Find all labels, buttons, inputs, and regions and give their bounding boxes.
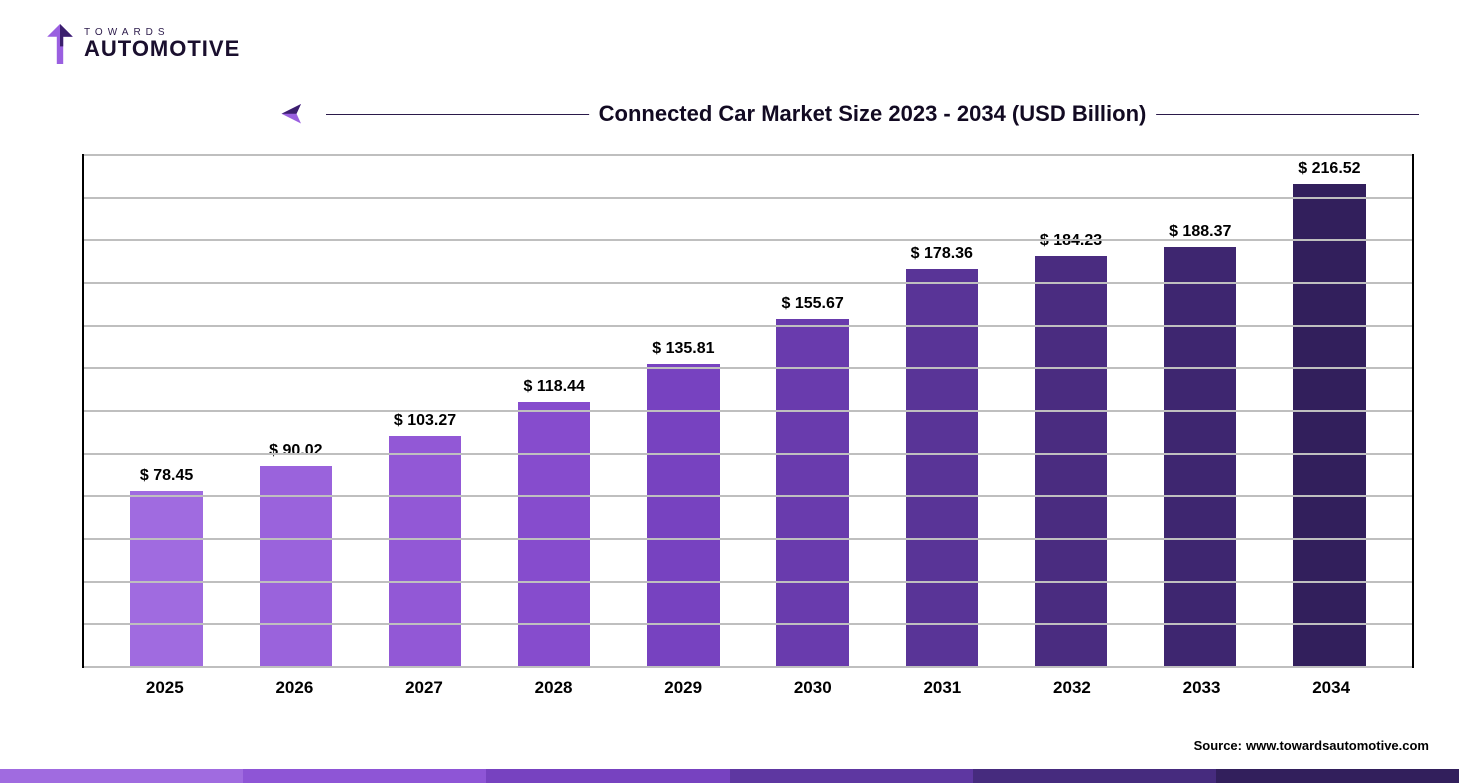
bar: $ 178.36 [906,269,978,666]
gridline [84,239,1412,241]
bar-value-label: $ 216.52 [1298,160,1360,178]
bar: $ 216.52 [1293,184,1365,666]
gridline [84,495,1412,497]
x-axis-label: 2031 [878,678,1008,698]
gridline [84,453,1412,455]
x-axis-label: 2034 [1266,678,1396,698]
footer-stripe-segment [486,769,729,783]
gridline [84,538,1412,540]
gridline [84,410,1412,412]
gridline [84,325,1412,327]
bar: $ 103.27 [389,436,461,666]
gridline [84,197,1412,199]
source-label: Source: [1194,738,1242,753]
bar: $ 184.23 [1035,256,1107,666]
footer-stripe-segment [243,769,486,783]
source-attribution: Source: www.towardsautomotive.com [1194,738,1429,753]
gridline [84,666,1412,668]
bar: $ 118.44 [518,402,590,666]
bar: $ 188.37 [1164,247,1236,666]
x-axis-labels: 2025202620272028202920302031203220332034 [82,678,1414,698]
x-axis-label: 2032 [1007,678,1137,698]
title-line-wrap: Connected Car Market Size 2023 - 2034 (U… [326,100,1419,128]
bar-value-label: $ 103.27 [394,412,456,430]
footer-stripe [0,769,1459,783]
x-axis-label: 2033 [1137,678,1267,698]
x-axis-label: 2029 [618,678,748,698]
brand-logo: TOWARDS AUTOMOTIVE [44,22,240,66]
bar: $ 155.67 [776,319,848,666]
bar: $ 78.45 [130,491,202,666]
x-axis-label: 2030 [748,678,878,698]
chart-title-row: Connected Car Market Size 2023 - 2034 (U… [280,100,1419,128]
logo-text: TOWARDS AUTOMOTIVE [84,28,240,60]
gridline [84,581,1412,583]
arrow-icon [280,101,310,127]
gridline [84,623,1412,625]
bar-value-label: $ 118.44 [524,378,585,396]
gridline [84,367,1412,369]
bar-value-label: $ 188.37 [1169,223,1231,241]
bar-value-label: $ 155.67 [781,295,843,313]
logo-mainline: AUTOMOTIVE [84,38,240,60]
bar-value-label: $ 78.45 [140,467,193,485]
x-axis-label: 2026 [230,678,360,698]
chart-title: Connected Car Market Size 2023 - 2034 (U… [589,101,1157,127]
source-url: www.towardsautomotive.com [1246,738,1429,753]
gridline [84,154,1412,156]
footer-stripe-segment [1216,769,1459,783]
footer-stripe-segment [730,769,973,783]
bar-value-label: $ 178.36 [911,245,973,263]
plot-area: $ 78.45 $ 90.02 $ 103.27 $ 118.44 $ 135.81 $ … [82,154,1414,668]
bar-value-label: $ 135.81 [652,340,714,358]
footer-stripe-segment [973,769,1216,783]
bar-chart: $ 78.45 $ 90.02 $ 103.27 $ 118.44 $ 135.81 $ … [74,150,1422,708]
logo-mark-icon [44,22,76,66]
page-root: TOWARDS AUTOMOTIVE Connected Car Market … [0,0,1459,783]
x-axis-label: 2027 [359,678,489,698]
gridline [84,282,1412,284]
footer-stripe-segment [0,769,243,783]
bar-value-label: $ 90.02 [269,442,322,460]
x-axis-label: 2028 [489,678,619,698]
x-axis-label: 2025 [100,678,230,698]
